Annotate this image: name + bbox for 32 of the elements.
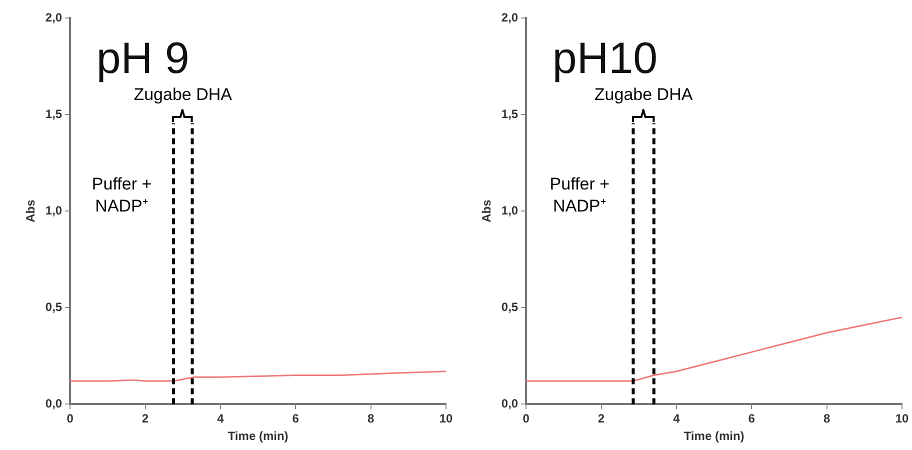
x-axis-title: Time (min) <box>228 429 288 444</box>
x-tick-label: 4 <box>217 412 224 426</box>
annotation: Puffer + NADP⁺ <box>92 174 152 216</box>
y-axis-title: Abs <box>24 199 38 222</box>
annotation: Zugabe DHA <box>134 84 233 104</box>
y-tick-label: 0,5 <box>501 300 518 314</box>
y-tick-label: 0,0 <box>45 396 62 411</box>
x-tick-label: 8 <box>823 412 830 426</box>
x-tick-label: 10 <box>439 412 453 426</box>
y-tick-label: 1,5 <box>501 106 518 121</box>
y-tick-label: 1,0 <box>45 203 62 218</box>
x-tick-label: 2 <box>598 412 605 426</box>
x-tick-label: 8 <box>367 412 374 426</box>
chart-title: pH 9 <box>96 34 190 83</box>
y-tick-label: 1,5 <box>45 106 62 121</box>
y-tick-label: 2,0 <box>45 10 62 24</box>
x-tick-label: 10 <box>895 412 909 426</box>
annotation: Puffer + NADP⁺ <box>550 174 610 216</box>
x-axis-title: Time (min) <box>684 429 744 444</box>
y-tick-label: 2,0 <box>501 10 518 24</box>
x-tick-label: 0 <box>522 412 530 426</box>
x-tick-label: 6 <box>748 412 756 426</box>
x-tick-label: 2 <box>142 412 149 426</box>
y-tick-label: 0,5 <box>45 300 62 314</box>
y-tick-label: 0,0 <box>501 396 518 411</box>
x-tick-label: 4 <box>673 412 680 426</box>
y-tick-label: 1,0 <box>501 203 518 218</box>
annotation: Zugabe DHA <box>594 84 694 104</box>
x-tick-label: 6 <box>292 412 300 426</box>
y-axis-title: Abs <box>480 199 494 222</box>
x-tick-label: 0 <box>66 412 74 426</box>
chart-title: pH10 <box>552 34 658 83</box>
